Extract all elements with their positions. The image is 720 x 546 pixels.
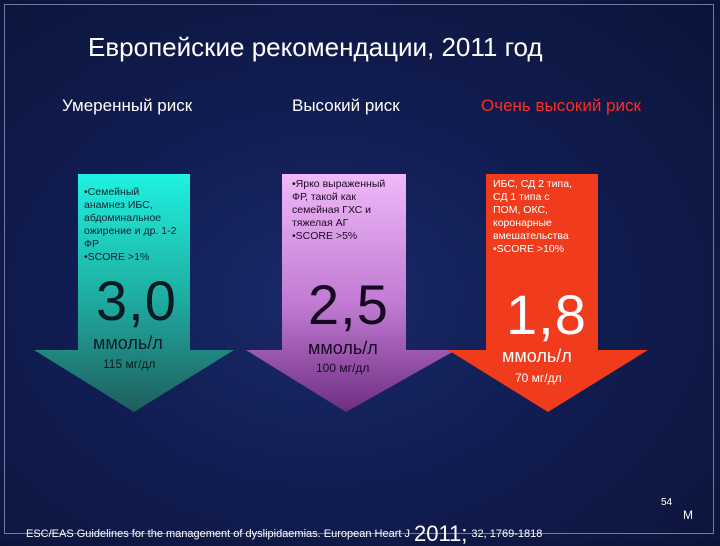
desc-line: ФР xyxy=(84,238,99,250)
desc-very-high-risk: ИБС, СД 2 типа, СД 1 типа с ПОМ, ОКС, ко… xyxy=(493,178,572,256)
desc-line: ФР, такой как xyxy=(292,191,356,203)
desc-line: ожирение и др. 1-2 xyxy=(84,225,177,237)
desc-line: семейная ГХС и xyxy=(292,204,371,216)
desc-line: ПОМ, ОКС, xyxy=(493,204,548,216)
desc-line: •Семейный xyxy=(84,186,140,198)
desc-line: •SCORE >1% xyxy=(84,251,150,263)
mg-high-risk: 100 мг/дл xyxy=(316,361,370,375)
heading-moderate-risk: Умеренный риск xyxy=(62,96,193,115)
desc-line: абдоминальное xyxy=(84,212,162,224)
page-number: 54 xyxy=(661,497,673,508)
unit-moderate-risk: ммоль/л xyxy=(93,333,163,353)
value-high-risk: 2,5 xyxy=(308,273,389,336)
unit-high-risk: ммоль/л xyxy=(308,338,378,358)
mg-very-high-risk: 70 мг/дл xyxy=(515,371,562,385)
arrow-high-risk xyxy=(246,172,456,412)
citation-ref: 32, 1769-1818 xyxy=(471,528,543,540)
arrow-moderate-risk xyxy=(34,172,234,412)
heading-very-high-risk: Очень высокий риск xyxy=(481,96,641,115)
unit-very-high-risk: ммоль/л xyxy=(502,346,572,366)
citation: ESC/EAS Guidelines for the management of… xyxy=(26,517,543,546)
page-letter: M xyxy=(683,508,693,522)
desc-line: СД 1 типа с xyxy=(493,191,550,203)
slide-frame xyxy=(4,4,714,534)
citation-year: 2011; xyxy=(413,521,468,546)
desc-line: •Ярко выраженный xyxy=(292,178,386,190)
arrow-very-high-risk xyxy=(448,172,648,412)
slide-title: Европейские рекомендации, 2011 год xyxy=(88,32,543,62)
desc-line: ИБС, СД 2 типа, xyxy=(493,178,572,190)
desc-high-risk: •Ярко выраженный ФР, такой как семейная … xyxy=(292,178,385,243)
citation-text: ESC/EAS Guidelines for the management of… xyxy=(26,528,410,540)
desc-line: анамнез ИБС, xyxy=(84,199,153,211)
desc-line: тяжелая АГ xyxy=(292,217,349,229)
mg-moderate-risk: 115 мг/дл xyxy=(103,357,156,371)
desc-line: •SCORE >10% xyxy=(493,243,565,255)
desc-moderate-risk: •Семейный анамнез ИБС, абдоминальное ожи… xyxy=(84,186,176,264)
desc-line: •SCORE >5% xyxy=(292,230,358,242)
value-very-high-risk: 1,8 xyxy=(506,283,587,346)
heading-high-risk: Высокий риск xyxy=(292,96,400,115)
value-moderate-risk: 3,0 xyxy=(96,269,177,332)
desc-line: коронарные xyxy=(493,217,552,229)
desc-line: вмешательства xyxy=(493,230,569,242)
